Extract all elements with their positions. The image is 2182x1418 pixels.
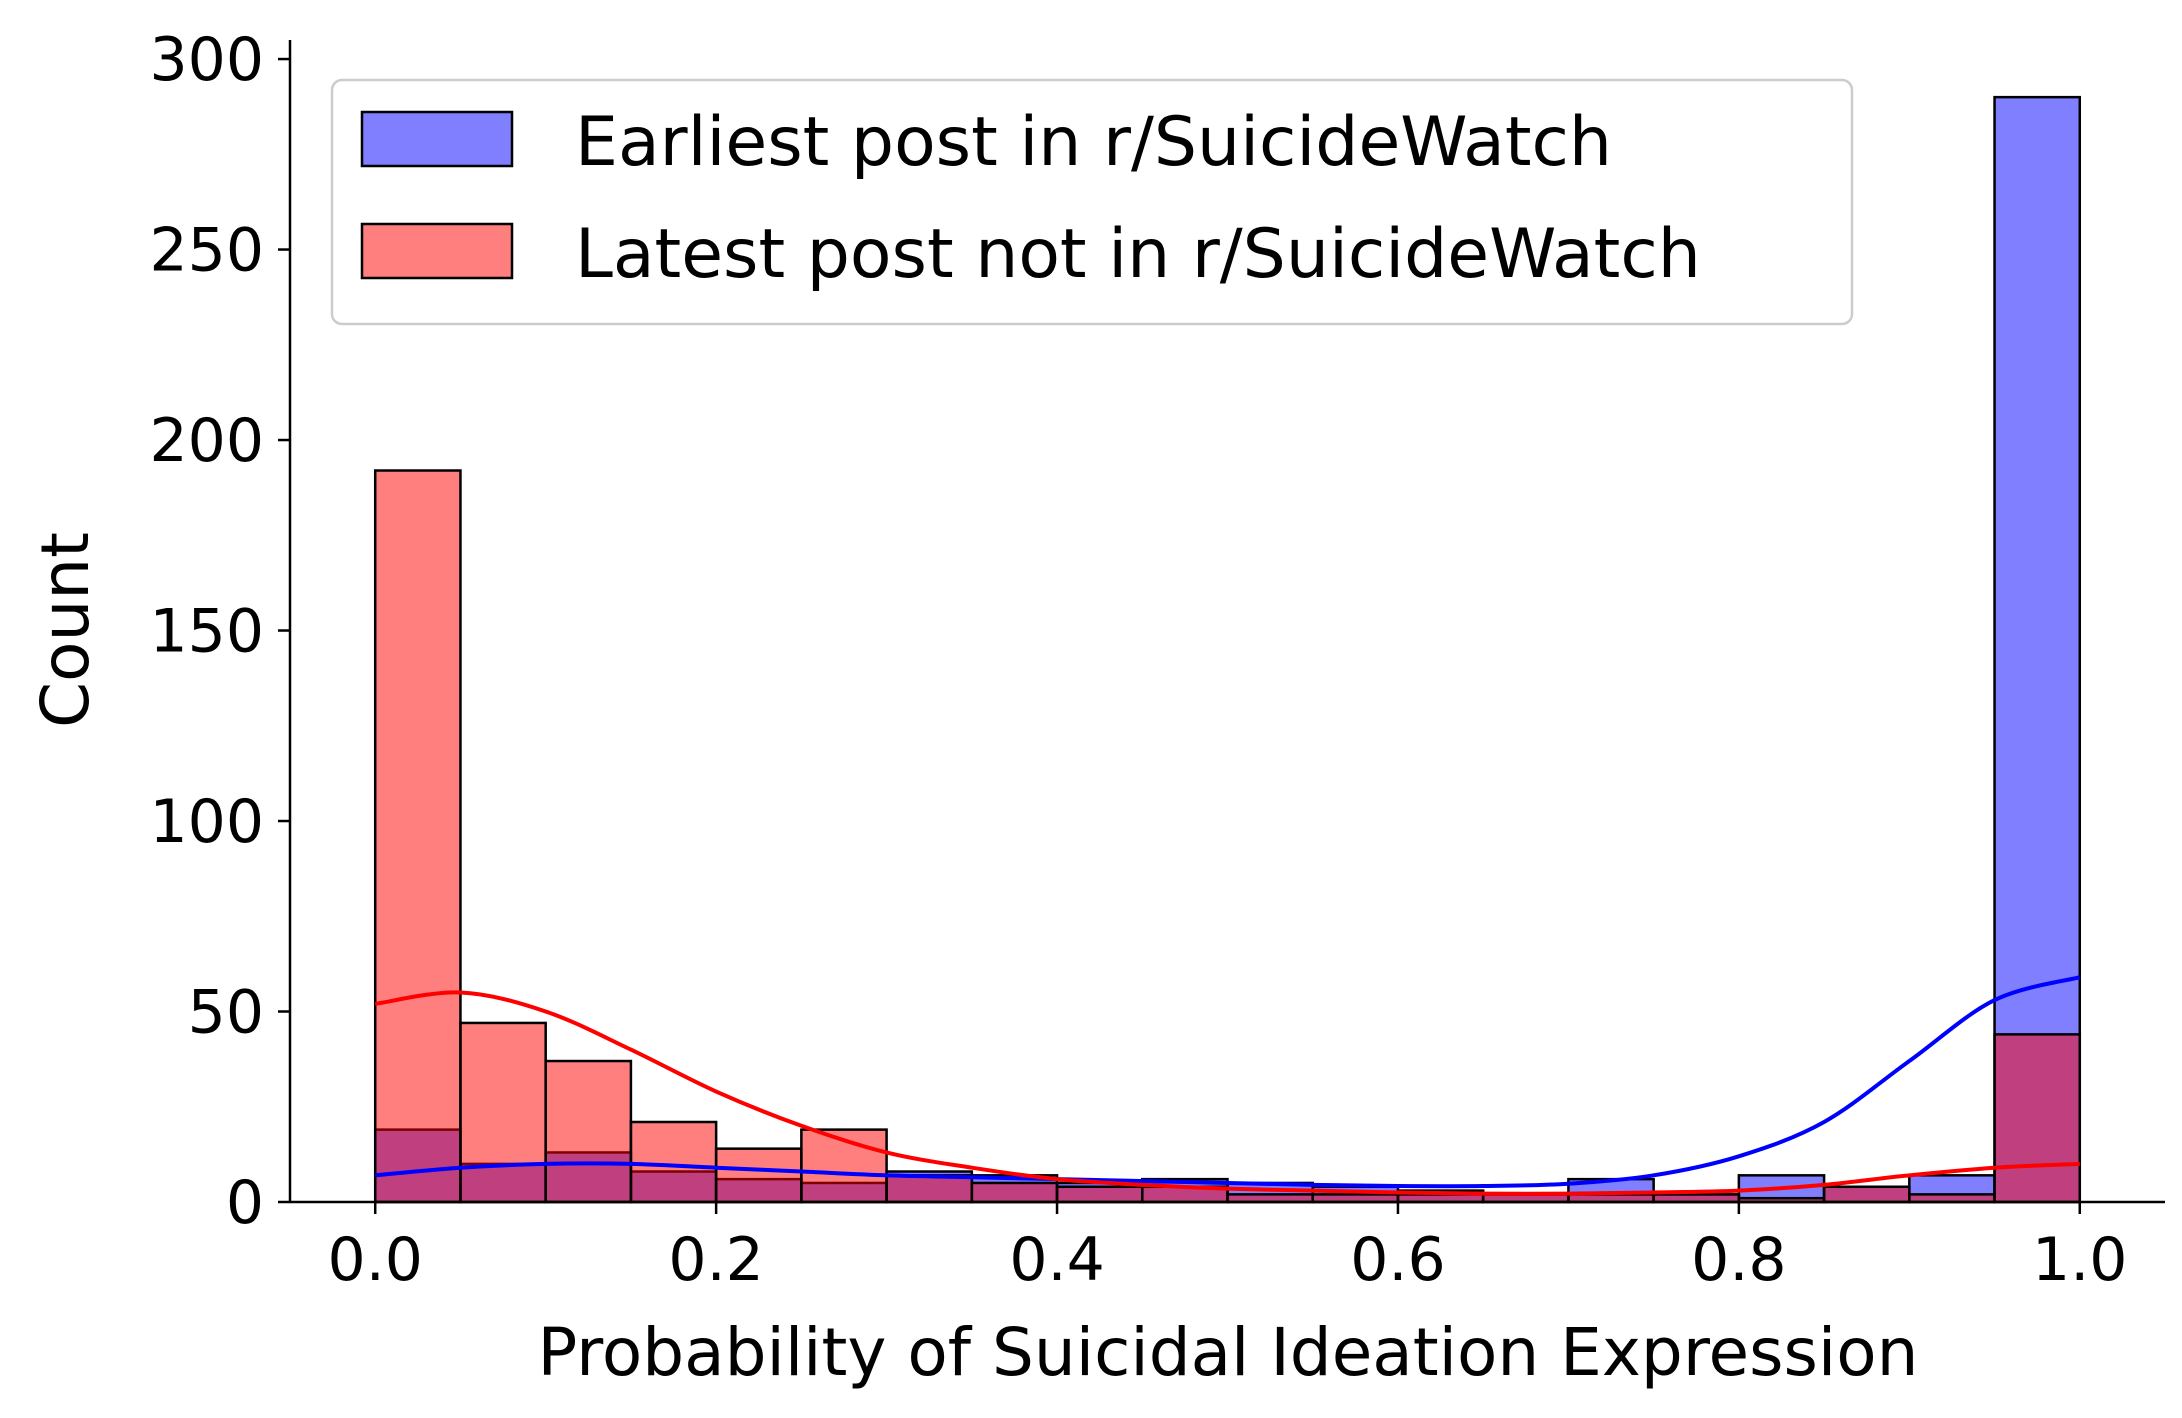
axes: 0.0 0.2 0.4 0.6 0.8 1.0 0 50 100 150 200 250 300 (149, 25, 2165, 1295)
bars-latest-post (373, 469, 2082, 1204)
x-tick-label-3: 0.6 (1350, 1225, 1445, 1295)
y-tick-label-4: 200 (149, 406, 264, 476)
y-tick-label-0: 0 (226, 1168, 264, 1238)
y-axis-ticks: 0 50 100 150 200 250 300 (149, 25, 290, 1238)
bar-latest-2 (544, 1059, 633, 1204)
x-axis-title: Probability of Suicidal Ideation Express… (538, 1314, 1919, 1391)
bar-latest-17 (1822, 1185, 1911, 1204)
kde-curve-earliest-post (375, 975, 2081, 1189)
legend: Earliest post in r/SuicideWatch Latest p… (330, 78, 1854, 326)
y-tick-label-6: 300 (149, 25, 264, 95)
bar-latest-1 (459, 1021, 547, 1204)
y-tick-label-1: 50 (188, 978, 264, 1048)
kde-curve-latest-post (374, 990, 2080, 1196)
bar-latest-7 (970, 1181, 1059, 1204)
bar-latest-3 (629, 1120, 718, 1204)
bar-latest-6 (885, 1174, 974, 1204)
bar-latest-0 (373, 469, 462, 1204)
x-tick-label-1: 0.2 (668, 1225, 763, 1295)
y-axis-title: Count (27, 532, 104, 728)
bar-earliest-19 (1993, 95, 2082, 1204)
y-tick-label-3: 150 (149, 597, 264, 667)
legend-frame (330, 78, 1854, 326)
y-tick-label-2: 100 (149, 787, 264, 857)
x-tick-label-0: 0.0 (328, 1225, 423, 1295)
x-axis-ticks: 0.0 0.2 0.4 0.6 0.8 1.0 (328, 1202, 2127, 1295)
x-tick-label-5: 1.0 (2032, 1225, 2127, 1295)
legend-swatch-latest-post (360, 222, 514, 280)
x-tick-label-4: 0.8 (1691, 1225, 1786, 1295)
kde-curves (374, 975, 2081, 1196)
x-tick-label-2: 0.4 (1009, 1225, 1104, 1295)
legend-label-earliest-post: Earliest post in r/SuicideWatch (575, 103, 1612, 182)
legend-swatch-earliest-post (360, 110, 514, 168)
legend-label-latest-post: Latest post not in r/SuicideWatch (575, 215, 1701, 294)
bar-latest-4 (714, 1147, 803, 1204)
bar-latest-8 (1055, 1185, 1144, 1204)
bar-latest-19 (1993, 1033, 2082, 1204)
y-tick-label-5: 250 (149, 216, 264, 286)
